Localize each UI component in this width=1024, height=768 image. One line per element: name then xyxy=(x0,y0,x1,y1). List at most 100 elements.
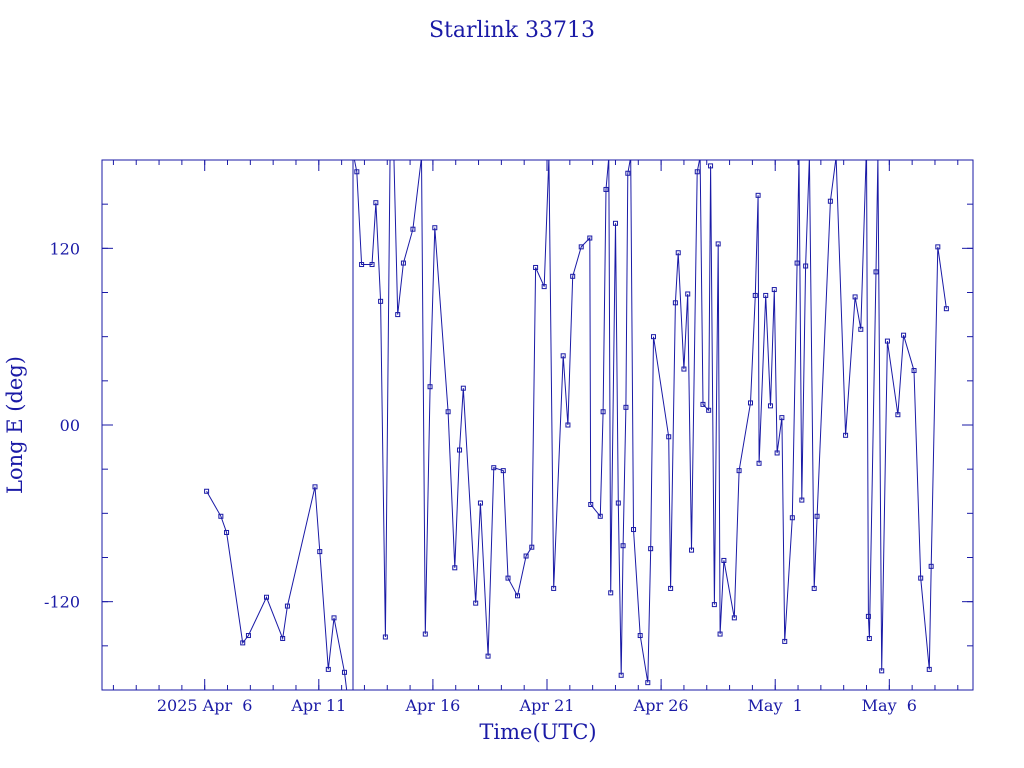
data-point xyxy=(551,585,557,591)
data-point xyxy=(505,575,511,581)
data-point xyxy=(445,409,451,415)
y-tick-label: 120 xyxy=(49,239,80,258)
x-tick-label: May 1 xyxy=(748,696,803,715)
data-point xyxy=(752,292,758,298)
data-point xyxy=(457,447,463,453)
data-point xyxy=(588,502,594,507)
data-point xyxy=(918,575,924,581)
data-point xyxy=(452,565,458,571)
data-point xyxy=(541,284,547,290)
data-point xyxy=(666,434,672,440)
data-point xyxy=(721,557,727,563)
data-point xyxy=(422,631,428,637)
data-point xyxy=(378,298,384,304)
data-point xyxy=(359,262,365,268)
data-point xyxy=(218,513,224,519)
data-point xyxy=(763,292,769,298)
data-point xyxy=(672,300,678,306)
data-point xyxy=(620,543,626,549)
data-point xyxy=(485,653,491,659)
data-point xyxy=(645,680,651,686)
data-point xyxy=(708,163,714,169)
x-tick-label: Apr 16 xyxy=(404,696,460,715)
data-point xyxy=(615,500,621,506)
data-point xyxy=(369,262,375,268)
data-point xyxy=(533,264,539,270)
x-tick-label: Apr 26 xyxy=(633,696,689,715)
data-point xyxy=(631,527,637,533)
data-point xyxy=(395,312,401,318)
data-point xyxy=(618,672,624,678)
data-point xyxy=(600,409,606,415)
data-point xyxy=(711,602,717,608)
data-point xyxy=(681,366,687,372)
data-point xyxy=(755,192,761,198)
data-point xyxy=(623,404,629,410)
data-point xyxy=(515,593,521,599)
data-point xyxy=(373,200,379,206)
data-point xyxy=(648,546,654,552)
data-point xyxy=(879,668,885,674)
data-point xyxy=(700,401,706,407)
data-point xyxy=(774,450,780,456)
data-point xyxy=(560,353,566,359)
data-point xyxy=(731,615,737,621)
data-point xyxy=(400,260,406,266)
data-point xyxy=(597,513,603,519)
data-point xyxy=(570,273,576,279)
data-point xyxy=(529,544,535,550)
data-point xyxy=(866,635,872,641)
data-point xyxy=(341,669,347,675)
x-tick-label: May 6 xyxy=(862,696,917,715)
data-point xyxy=(637,633,643,639)
data-point xyxy=(943,306,949,312)
data-point xyxy=(675,250,681,256)
data-point xyxy=(625,170,631,176)
y-tick-label: 00 xyxy=(60,416,80,435)
data-point xyxy=(858,326,864,332)
data-point xyxy=(717,631,723,637)
series-line xyxy=(206,160,947,690)
data-point xyxy=(432,225,438,231)
data-point xyxy=(331,615,337,621)
x-tick-label: 2025 Apr 6 xyxy=(157,696,253,715)
data-point xyxy=(603,186,609,192)
data-point xyxy=(612,220,618,226)
data-point xyxy=(689,547,695,553)
data-point xyxy=(756,460,762,466)
data-point xyxy=(280,635,286,641)
data-point xyxy=(325,666,331,672)
data-point xyxy=(578,244,584,250)
x-tick-label: Apr 21 xyxy=(519,696,575,715)
data-point xyxy=(523,553,529,559)
data-point xyxy=(204,488,210,494)
data-point xyxy=(926,666,932,672)
data-point xyxy=(473,600,479,606)
data-point xyxy=(587,235,593,241)
chart-title: Starlink 33713 xyxy=(429,18,595,43)
data-point xyxy=(382,634,388,640)
data-point xyxy=(852,294,858,300)
data-point xyxy=(685,291,691,297)
data-point xyxy=(706,407,712,413)
data-point xyxy=(240,640,246,646)
data-point xyxy=(715,241,721,247)
data-point xyxy=(736,468,742,474)
data-point xyxy=(312,484,318,490)
data-point xyxy=(794,260,800,266)
data-point xyxy=(767,403,773,409)
data-point xyxy=(843,432,849,438)
data-point xyxy=(427,384,433,390)
data-point xyxy=(935,244,941,250)
data-point xyxy=(799,497,805,503)
data-point xyxy=(608,590,614,596)
data-point xyxy=(771,287,777,293)
data-point xyxy=(884,338,890,344)
data-point xyxy=(814,513,820,519)
x-tick-label: Apr 11 xyxy=(290,696,346,715)
data-point xyxy=(873,269,879,275)
plot-area: 2025 Apr 6 Apr 11 Apr 16 Apr 21 Apr 26 May 1 M… xyxy=(44,159,974,715)
data-point xyxy=(694,169,700,175)
data-point xyxy=(500,468,506,474)
